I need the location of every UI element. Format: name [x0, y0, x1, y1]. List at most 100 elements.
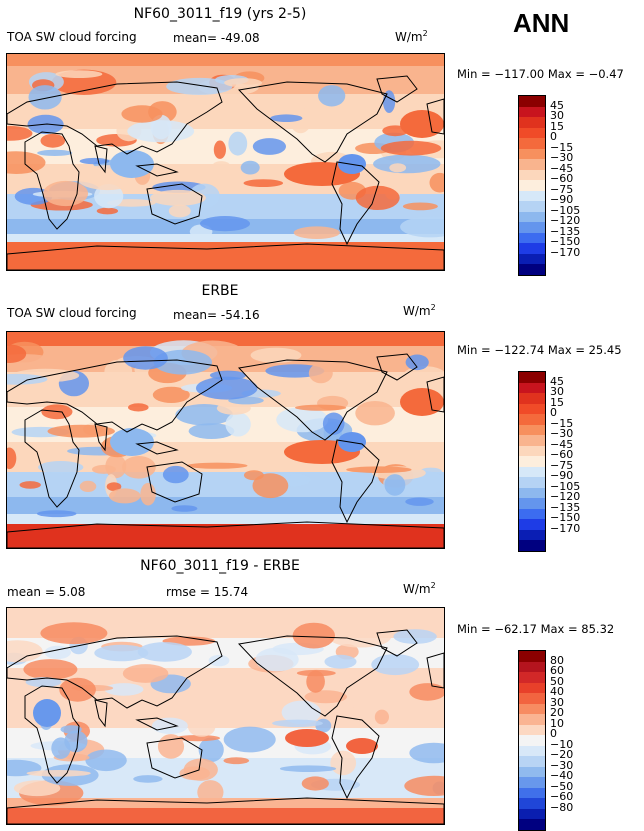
panel-2-map-field	[7, 332, 444, 548]
colorbar-tick-label: −135	[550, 224, 581, 238]
colorbar-swatch	[519, 487, 545, 498]
colorbar-swatch	[519, 403, 545, 414]
panel-2-colorbar	[518, 371, 546, 552]
panel-1-title: NF60_3011_f19 (yrs 2-5)	[133, 6, 307, 22]
colorbar-swatch	[519, 159, 545, 170]
colorbar-swatch	[519, 735, 545, 746]
colorbar-tick-label: 30	[550, 109, 564, 122]
panel-3-rmse: rmse = 15.74	[166, 585, 249, 599]
panel-1-units: W/m2	[395, 29, 428, 44]
colorbar-swatch	[519, 211, 545, 222]
colorbar-swatch	[519, 498, 545, 509]
colorbar-swatch	[519, 393, 545, 404]
panel-3-units-text: W/m	[403, 582, 431, 596]
colorbar-tick-label: −45	[550, 161, 574, 175]
colorbar-swatch	[519, 424, 545, 435]
colorbar-tick-label: 45	[550, 98, 564, 112]
colorbar-tick-label: −30	[550, 427, 574, 440]
colorbar-tick-label: 30	[550, 695, 564, 709]
colorbar-swatch	[519, 529, 545, 540]
colorbar-swatch	[519, 372, 545, 383]
panel-1-colorbar	[518, 95, 546, 276]
panel-3-map	[6, 607, 445, 825]
colorbar-tick-label: −105	[550, 479, 581, 493]
colorbar-swatch	[519, 819, 545, 830]
panel-2-units-exp: 2	[430, 303, 436, 312]
colorbar-tick-label: −90	[550, 193, 574, 206]
panel-3-minmax: Min = −62.17 Max = 85.32	[457, 622, 615, 636]
colorbar-tick-label: −50	[550, 779, 574, 793]
colorbar-tick-label: 40	[550, 685, 564, 698]
colorbar-tick-label: 20	[550, 706, 564, 719]
colorbar-swatch	[519, 661, 545, 672]
colorbar-tick-label: −105	[550, 203, 581, 217]
colorbar-swatch	[519, 138, 545, 149]
colorbar-tick-label: −60	[550, 448, 574, 461]
colorbar-swatch	[519, 798, 545, 809]
colorbar-tick-label: −150	[550, 511, 581, 524]
panel-1-variable: TOA SW cloud forcing	[7, 30, 137, 44]
colorbar-swatch	[519, 117, 545, 128]
panel-3-colorbar	[518, 650, 546, 831]
colorbar-swatch	[519, 651, 545, 662]
colorbar-swatch	[519, 232, 545, 243]
colorbar-swatch	[519, 519, 545, 530]
colorbar-tick-label: −75	[550, 182, 574, 196]
colorbar-tick-label: −30	[550, 151, 574, 164]
colorbar-swatch	[519, 264, 545, 275]
colorbar-swatch	[519, 253, 545, 264]
colorbar-swatch	[519, 766, 545, 777]
colorbar-tick-label: 60	[550, 664, 564, 677]
colorbar-tick-label: −40	[550, 769, 574, 782]
colorbar-tick-label: −135	[550, 500, 581, 514]
colorbar-swatch	[519, 787, 545, 798]
panel-2-minmax: Min = −122.74 Max = 25.45	[457, 343, 622, 357]
colorbar-swatch	[519, 435, 545, 446]
panel-2-variable: TOA SW cloud forcing	[7, 306, 137, 320]
colorbar-swatch	[519, 382, 545, 393]
panel-3-map-field	[7, 608, 444, 824]
colorbar-tick-label: −60	[550, 172, 574, 185]
colorbar-tick-label: −45	[550, 437, 574, 451]
colorbar-swatch	[519, 169, 545, 180]
colorbar-tick-label: 10	[550, 716, 564, 730]
colorbar-tick-label: 0	[550, 727, 557, 740]
panel-3-mean: mean = 5.08	[7, 585, 86, 599]
colorbar-swatch	[519, 540, 545, 551]
colorbar-swatch	[519, 477, 545, 488]
colorbar-tick-label: −15	[550, 140, 574, 154]
colorbar-tick-label: −120	[550, 214, 581, 227]
colorbar-swatch	[519, 756, 545, 767]
colorbar-swatch	[519, 96, 545, 107]
panel-2-mean: mean= -54.16	[173, 308, 260, 322]
colorbar-tick-label: −90	[550, 469, 574, 482]
panel-1-minmax: Min = −117.00 Max = −0.47	[457, 67, 624, 81]
colorbar-tick-label: −30	[550, 758, 574, 772]
colorbar-swatch	[519, 127, 545, 138]
colorbar-tick-label: 50	[550, 674, 564, 688]
colorbar-swatch	[519, 714, 545, 725]
colorbar-swatch	[519, 414, 545, 425]
colorbar-swatch	[519, 672, 545, 683]
colorbar-swatch	[519, 180, 545, 191]
colorbar-swatch	[519, 682, 545, 693]
panel-3-units: W/m2	[403, 581, 436, 596]
colorbar-swatch	[519, 693, 545, 704]
colorbar-swatch	[519, 243, 545, 254]
colorbar-swatch	[519, 201, 545, 212]
colorbar-tick-label: −60	[550, 790, 574, 803]
panel-3-units-exp: 2	[430, 581, 436, 590]
colorbar-swatch	[519, 745, 545, 756]
colorbar-swatch	[519, 703, 545, 714]
colorbar-swatch	[519, 508, 545, 519]
colorbar-tick-label: 15	[550, 395, 564, 409]
colorbar-tick-label: −150	[550, 235, 581, 248]
colorbar-tick-label: 45	[550, 374, 564, 388]
panel-2-units-text: W/m	[403, 304, 431, 318]
colorbar-tick-label: 0	[550, 406, 557, 419]
panel-3-title: NF60_3011_f19 - ERBE	[140, 558, 300, 574]
colorbar-swatch	[519, 445, 545, 456]
panel-1-units-exp: 2	[422, 29, 428, 38]
colorbar-swatch	[519, 466, 545, 477]
colorbar-swatch	[519, 148, 545, 159]
